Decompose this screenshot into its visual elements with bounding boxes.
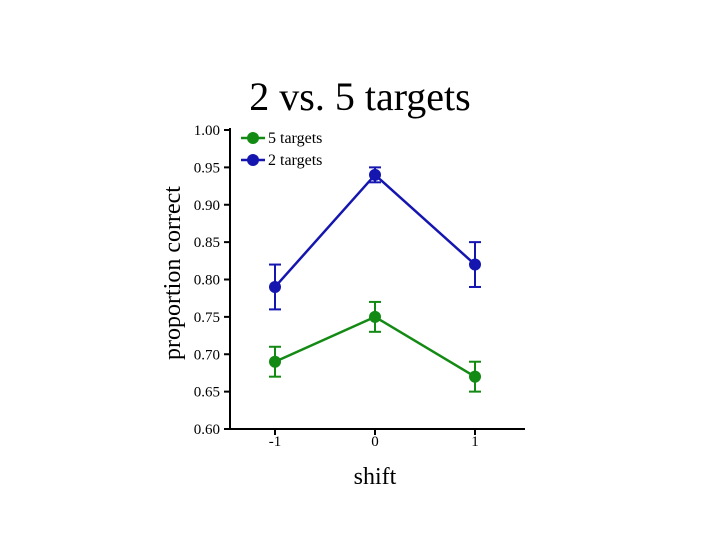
y-tick-label: 0.90 [194,198,220,214]
legend-label: 5 targets [268,130,322,147]
x-axis-label: shift [354,464,397,490]
x-tick-label: 1 [471,434,479,450]
y-tick-label: 1.00 [194,123,220,139]
y-tick-label: 0.60 [194,422,220,438]
y-tick-label: 0.85 [194,235,220,251]
x-tick-label: -1 [269,434,282,450]
y-tick-label: 0.65 [194,385,220,401]
y-tick-label: 0.75 [194,310,220,326]
data-point [369,168,381,181]
y-ticks: 0.60 0.65 0.70 0.75 0.80 0.85 0.90 0.95 1.00 [194,123,230,438]
data-point [269,280,281,293]
series-layer [269,166,481,393]
x-tick-label: 0 [371,434,379,450]
x-ticks: -1 0 1 [269,429,479,450]
data-point [369,310,381,323]
series-0 [269,300,481,393]
data-point [269,355,281,368]
data-point [469,258,481,271]
legend-label: 2 targets [268,152,322,169]
legend-marker [247,154,259,166]
series-1 [269,166,481,311]
series-line [274,173,476,288]
y-tick-label: 0.95 [194,160,220,176]
y-axis-label: proportion correct [160,186,186,360]
data-point [469,370,481,383]
chart-title: 2 vs. 5 targets [249,74,470,119]
legend: 5 targets 2 targets [241,130,322,169]
legend-marker [247,132,259,144]
y-tick-label: 0.80 [194,273,220,289]
y-tick-label: 0.70 [194,347,220,363]
